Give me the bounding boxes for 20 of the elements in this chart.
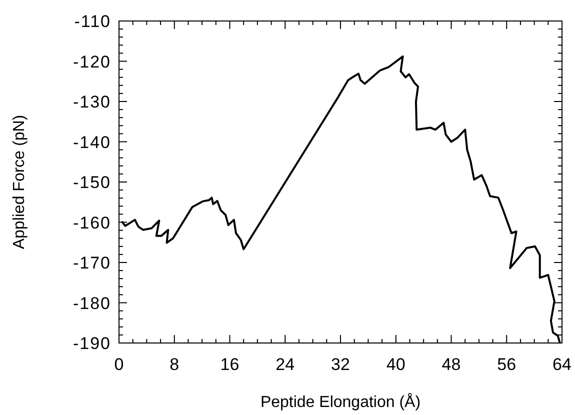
x-tick-label: 48 (442, 355, 461, 374)
y-tick-label: -140 (72, 132, 111, 152)
y-tick-label: -160 (72, 213, 111, 232)
y-tick-label: -110 (74, 12, 111, 31)
x-axis-title: Peptide Elongation (Å) (260, 393, 421, 411)
x-tick-label: 0 (114, 355, 124, 374)
y-axis-title: Applied Force (pN) (11, 114, 28, 250)
y-tick-label: -120 (72, 52, 111, 72)
x-tick-label: 32 (331, 355, 350, 374)
y-tick-label: -150 (72, 173, 111, 192)
x-tick-label: 16 (220, 355, 240, 374)
y-tick-label: -130 (72, 92, 111, 112)
x-tick-label: 64 (552, 355, 572, 374)
x-tick-label: 8 (170, 355, 180, 374)
y-tick-label: -170 (72, 254, 111, 272)
x-tick-label: 56 (497, 355, 516, 374)
x-tick-label: 40 (386, 355, 406, 374)
x-tick-label: 24 (276, 355, 295, 374)
y-tick-label: -180 (72, 294, 111, 313)
y-tick-label: -190 (72, 334, 111, 353)
